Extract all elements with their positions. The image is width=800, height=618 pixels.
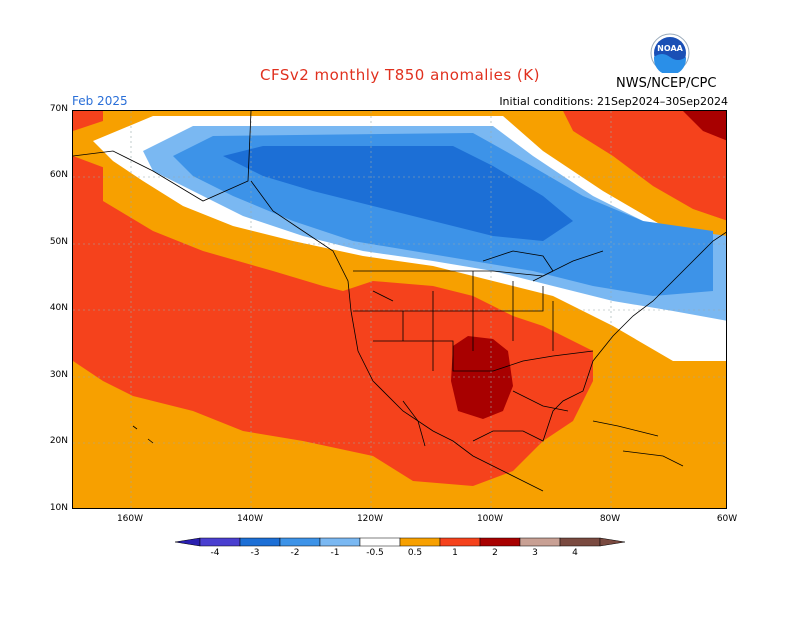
colorbar-label: -0.5 (366, 548, 384, 558)
colorbar-cell (199, 537, 241, 547)
colorbar-cell (559, 537, 601, 547)
colorbar-cell (319, 537, 361, 547)
colorbar-label: -3 (250, 548, 260, 558)
colorbar-cell (439, 537, 481, 547)
colorbar-label: -1 (330, 548, 340, 558)
forecast-month: Feb 2025 (72, 94, 128, 108)
lon-label-60w: 60W (716, 514, 738, 524)
anomaly-zone-moderate-ne (513, 111, 726, 241)
colorbar-label: 3 (532, 548, 538, 558)
colorbar-label: 4 (572, 548, 578, 558)
anomaly-field (73, 111, 726, 508)
agency-label: NWS/NCEP/CPC (616, 76, 717, 91)
lon-label-120w: 120W (356, 514, 384, 524)
lat-label-40n: 40N (49, 303, 68, 313)
colorbar-cell (359, 537, 401, 547)
lat-label-70n: 70N (49, 104, 68, 114)
colorbar-label: -4 (210, 548, 220, 558)
coastlines (73, 111, 726, 492)
lon-label-140w: 140W (236, 514, 264, 524)
colorbar-label: 0.5 (407, 548, 423, 558)
lat-label-60n: 60N (49, 170, 68, 180)
initial-conditions: Initial conditions: 21Sep2024–30Sep2024 (499, 95, 728, 108)
colorbar-label: 1 (452, 548, 458, 558)
lon-label-100w: 100W (476, 514, 504, 524)
colorbar-cell (239, 537, 281, 547)
anomaly-map (72, 110, 727, 509)
svg-text:NOAA: NOAA (657, 44, 683, 53)
colorbar (174, 537, 626, 547)
lat-label-20n: 20N (49, 436, 68, 446)
colorbar-arrow-low (174, 537, 201, 547)
anomaly-zone-hot-ne (683, 111, 726, 141)
colorbar-cell (519, 537, 561, 547)
anomaly-zone-warm-ne (563, 111, 726, 221)
colorbar-cell (399, 537, 441, 547)
noaa-logo: NOAA (650, 33, 690, 73)
graticule (73, 111, 726, 508)
lat-label-50n: 50N (49, 237, 68, 247)
colorbar-arrow-high (599, 537, 626, 547)
lat-label-30n: 30N (49, 370, 68, 380)
lon-label-160w: 160W (116, 514, 144, 524)
anomaly-zone-very-cold (223, 146, 573, 241)
anomaly-zone-hot (451, 336, 513, 419)
colorbar-cell (279, 537, 321, 547)
map-title: CFSv2 monthly T850 anomalies (K) (260, 66, 540, 84)
colorbar-label: 2 (492, 548, 498, 558)
lat-label-10n: 10N (49, 503, 68, 513)
colorbar-cell (479, 537, 521, 547)
lon-label-80w: 80W (599, 514, 621, 524)
colorbar-label: -2 (290, 548, 300, 558)
